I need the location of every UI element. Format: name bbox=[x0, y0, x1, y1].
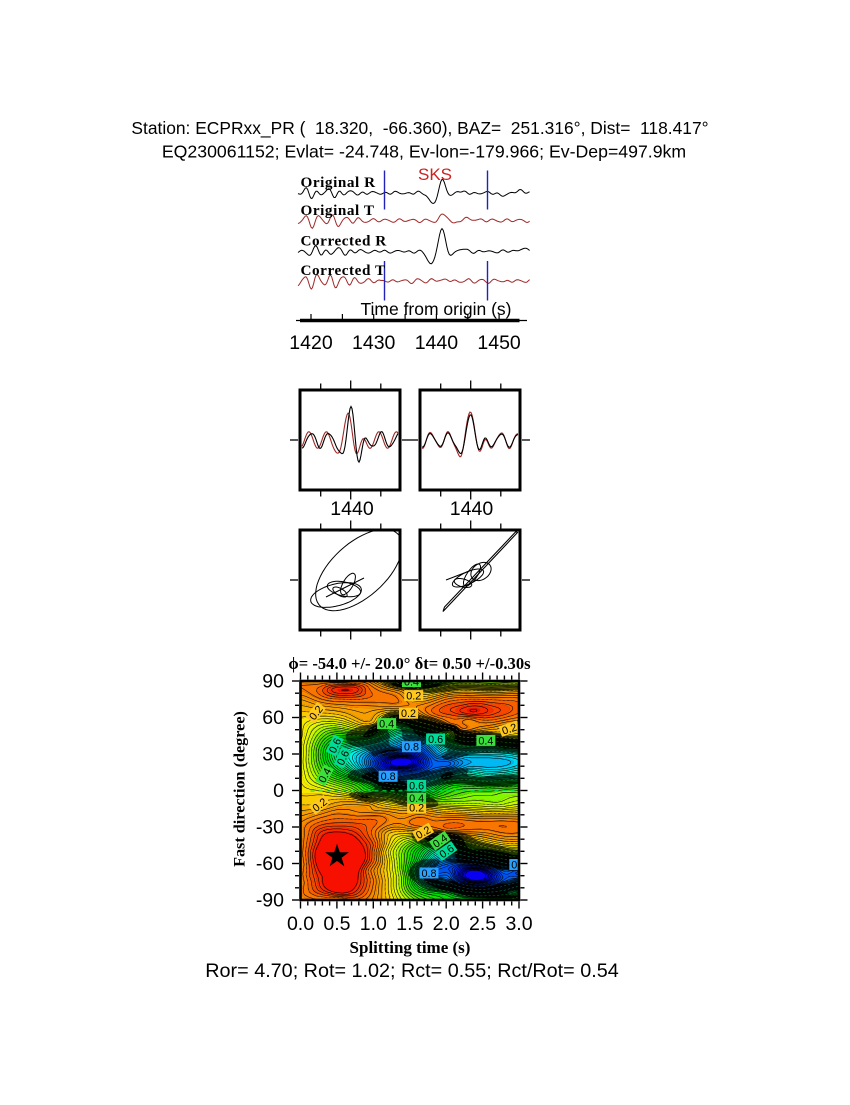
svg-text:0.2: 0.2 bbox=[406, 691, 421, 703]
svg-text:30: 30 bbox=[262, 744, 284, 766]
svg-text:0.5: 0.5 bbox=[323, 913, 350, 935]
svg-text:Ror= 4.70; Rot= 1.02; Rct= 0.5: Ror= 4.70; Rot= 1.02; Rct= 0.55; Rct/Rot… bbox=[205, 960, 618, 982]
svg-text:-90: -90 bbox=[256, 890, 284, 912]
svg-text:0.6: 0.6 bbox=[409, 780, 424, 792]
svg-text:1440: 1440 bbox=[450, 498, 494, 520]
svg-text:1430: 1430 bbox=[352, 332, 396, 354]
svg-text:0.4: 0.4 bbox=[379, 719, 394, 731]
svg-text:2.5: 2.5 bbox=[469, 913, 496, 935]
svg-text:ϕ= -54.0 +/- 20.0° δt= 0.50 +/: ϕ= -54.0 +/- 20.0° δt= 0.50 +/-0.30s bbox=[288, 654, 531, 673]
svg-text:0.8: 0.8 bbox=[421, 868, 436, 880]
svg-text:0.8: 0.8 bbox=[381, 771, 396, 783]
svg-text:1.5: 1.5 bbox=[396, 913, 423, 935]
svg-text:0.4: 0.4 bbox=[409, 793, 424, 805]
svg-text:3.0: 3.0 bbox=[505, 913, 532, 935]
svg-text:0.6: 0.6 bbox=[335, 749, 352, 768]
svg-text:60: 60 bbox=[262, 707, 284, 729]
svg-text:2.0: 2.0 bbox=[433, 913, 460, 935]
svg-text:0.4: 0.4 bbox=[404, 677, 419, 689]
svg-text:1440: 1440 bbox=[330, 498, 374, 520]
svg-text:0.0: 0.0 bbox=[287, 913, 314, 935]
svg-text:0.2: 0.2 bbox=[501, 722, 519, 738]
svg-text:0.8: 0.8 bbox=[404, 742, 419, 754]
svg-text:Time from origin (s): Time from origin (s) bbox=[360, 299, 511, 319]
svg-text:Splitting time (s): Splitting time (s) bbox=[350, 938, 471, 957]
svg-text:1.0: 1.0 bbox=[360, 913, 387, 935]
svg-text:0.4: 0.4 bbox=[478, 735, 493, 747]
svg-text:-60: -60 bbox=[256, 853, 284, 875]
svg-text:0.2: 0.2 bbox=[401, 708, 416, 720]
svg-text:90: 90 bbox=[262, 671, 284, 693]
svg-text:Fast direction (degree): Fast direction (degree) bbox=[231, 711, 249, 867]
svg-text:0: 0 bbox=[273, 780, 284, 802]
svg-text:Original R: Original R bbox=[301, 174, 377, 191]
svg-text:-30: -30 bbox=[256, 817, 284, 839]
svg-text:Corrected R: Corrected R bbox=[301, 232, 388, 249]
svg-text:0.6: 0.6 bbox=[327, 737, 344, 756]
svg-text:1420: 1420 bbox=[289, 332, 333, 354]
svg-text:0.8: 0.8 bbox=[511, 859, 526, 871]
svg-text:1440: 1440 bbox=[415, 332, 459, 354]
svg-text:Station: ECPRxx_PR ( 18.320,: Station: ECPRxx_PR ( 18.320, -66.360), B… bbox=[131, 118, 708, 138]
svg-text:SKS: SKS bbox=[418, 165, 452, 184]
svg-text:0.6: 0.6 bbox=[428, 734, 443, 746]
svg-text:Corrected T: Corrected T bbox=[301, 262, 386, 279]
svg-text:Original T: Original T bbox=[301, 202, 375, 219]
svg-text:EQ230061152; Evlat= -24.748, E: EQ230061152; Evlat= -24.748, Ev-lon=-179… bbox=[162, 142, 686, 162]
svg-text:1450: 1450 bbox=[477, 332, 521, 354]
svg-text:0.2: 0.2 bbox=[409, 803, 424, 815]
